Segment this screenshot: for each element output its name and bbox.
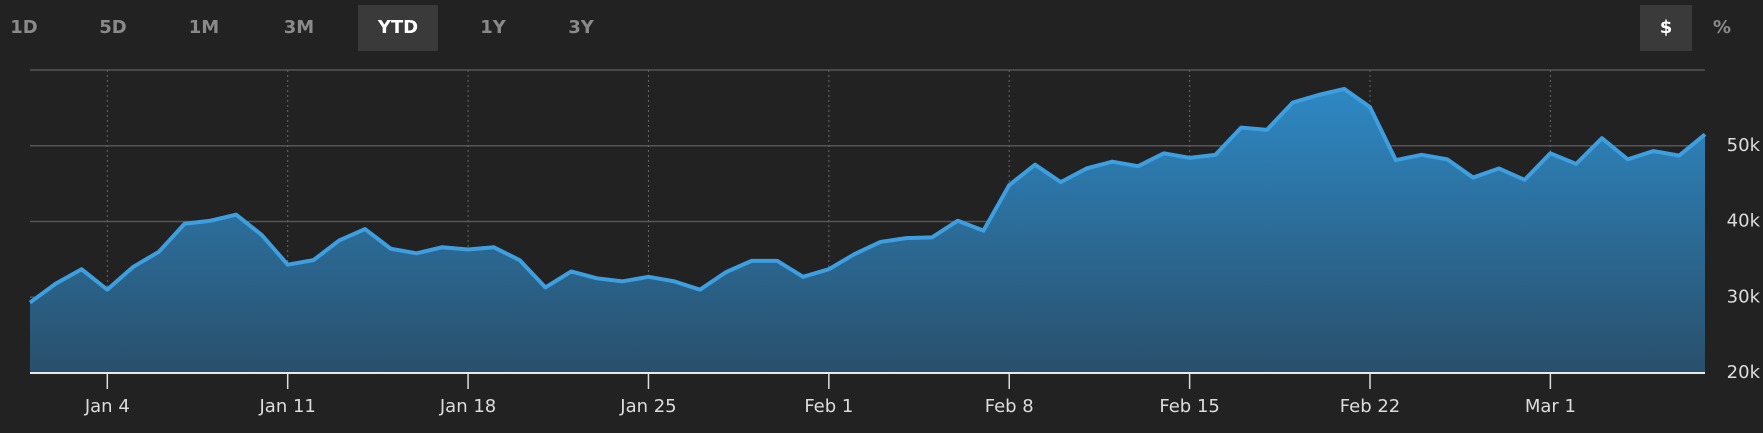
- range-button[interactable]: 1M: [189, 17, 219, 38]
- range-button[interactable]: 3M: [284, 17, 314, 38]
- unit-button-bg: [1640, 5, 1692, 51]
- unit-button[interactable]: $: [1660, 17, 1673, 38]
- range-button[interactable]: 3Y: [568, 17, 595, 38]
- x-tick-label: Jan 25: [619, 396, 676, 417]
- x-tick-label: Jan 18: [439, 396, 496, 417]
- x-tick-label: Mar 1: [1525, 396, 1576, 417]
- y-tick-label: 40k: [1727, 211, 1761, 232]
- range-button[interactable]: 5D: [99, 17, 126, 38]
- x-tick-label: Feb 1: [804, 396, 853, 417]
- x-tick-label: Feb 22: [1340, 396, 1401, 417]
- range-button-bg: [358, 5, 438, 51]
- y-tick-label: 20k: [1727, 362, 1761, 383]
- range-button[interactable]: YTD: [377, 17, 418, 38]
- x-tick-label: Feb 15: [1159, 396, 1220, 417]
- x-tick-label: Jan 11: [259, 396, 316, 417]
- y-tick-label: 50k: [1727, 135, 1761, 156]
- area-fill: [30, 88, 1705, 373]
- range-button[interactable]: 1Y: [480, 17, 507, 38]
- x-tick-label: Feb 8: [985, 396, 1034, 417]
- unit-button[interactable]: %: [1713, 17, 1731, 38]
- y-tick-label: 30k: [1727, 286, 1761, 307]
- x-tick-label: Jan 4: [84, 396, 130, 417]
- line: [28, 86, 1707, 305]
- range-button[interactable]: 1D: [10, 17, 37, 38]
